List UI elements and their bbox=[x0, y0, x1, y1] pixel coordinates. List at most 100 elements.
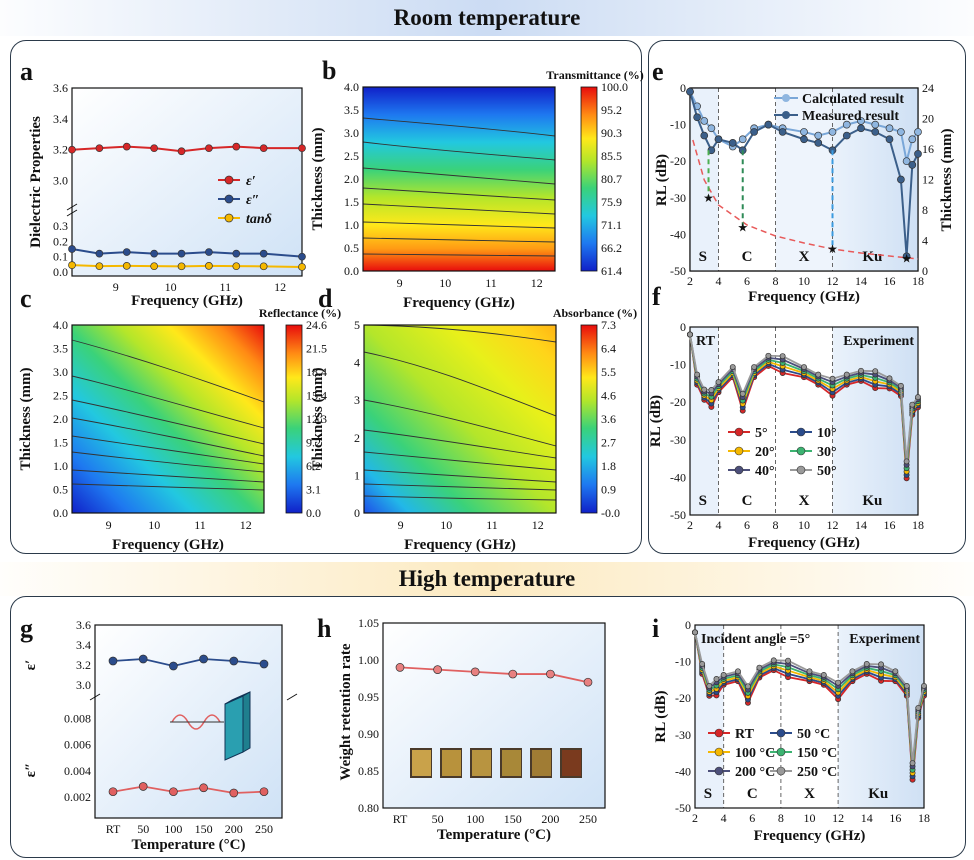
chart-e-calculated-point-10 bbox=[800, 128, 808, 136]
chart-a-series-1-point-6 bbox=[232, 249, 241, 258]
chart-e-star-3: ★ bbox=[901, 251, 912, 265]
chart-c-xtick-1: 10 bbox=[148, 518, 160, 532]
chart-g-xtick-3: 150 bbox=[195, 822, 213, 836]
chart-f-band-label-X: X bbox=[799, 493, 810, 509]
chart-g-upper-point-3 bbox=[199, 654, 208, 664]
chart-e-measured-point-7 bbox=[750, 128, 758, 136]
chart-f-xtick-1: 4 bbox=[716, 518, 722, 532]
chart-c-xtick-2: 11 bbox=[194, 518, 206, 532]
chart-i-series-5-point-12 bbox=[835, 679, 842, 686]
chart-g-xlabel: Temperature (°C) bbox=[132, 837, 246, 853]
chart-g-ylabel-lower: ε″ bbox=[23, 763, 39, 778]
chart-i-xtick-1: 4 bbox=[721, 811, 727, 825]
chart-d-colorbar-tick-0: 7.3 bbox=[601, 318, 616, 332]
chart-h-xtick-4: 200 bbox=[541, 812, 559, 826]
chart-e-measured-point-15 bbox=[871, 128, 880, 136]
chart-g-upper-point-0 bbox=[108, 656, 118, 666]
chart-c-contour-4 bbox=[71, 435, 265, 465]
panel-label-e: e bbox=[652, 57, 664, 86]
chart-a-series-2-point-1 bbox=[95, 262, 104, 271]
chart-b-colorbar-tick-6: 71.1 bbox=[601, 218, 622, 232]
chart-f-plot-area bbox=[689, 326, 919, 516]
chart-i-legend-label-1: 50 °C bbox=[797, 727, 830, 742]
chart-i-series-5-point-4 bbox=[720, 672, 727, 678]
chart-c-ytick-7: 3.5 bbox=[53, 342, 68, 356]
chart-a-series-1-point-1 bbox=[95, 249, 104, 258]
chart-h-ytick-5: 1.05 bbox=[358, 616, 379, 630]
chart-b-plot-area bbox=[362, 86, 556, 272]
chart-h-ytick-2: 0.90 bbox=[358, 727, 379, 741]
chart-a-series-2-point-6 bbox=[232, 262, 241, 271]
chart-e-ytick-5: -50 bbox=[670, 264, 686, 278]
chart-e-legend-marker-0 bbox=[782, 94, 790, 102]
chart-i-ytick-3: -30 bbox=[675, 728, 691, 742]
chart-i-ytick-4: -40 bbox=[675, 764, 691, 778]
chart-d-contour-5 bbox=[363, 469, 557, 483]
chart-e-star-1: ★ bbox=[737, 220, 748, 234]
chart-i-xtick-5: 12 bbox=[832, 811, 844, 825]
chart-e-band-label-X: X bbox=[799, 249, 810, 265]
chart-e-xtick-4: 10 bbox=[798, 274, 810, 288]
chart-d-contour-3 bbox=[363, 429, 557, 459]
chart-d-contour-2 bbox=[363, 399, 557, 447]
chart-g-ytick-lower-2: 0.006 bbox=[64, 738, 91, 752]
chart-a-legend-marker-2 bbox=[224, 213, 234, 223]
chart-b-colorbar-tick-5: 75.9 bbox=[601, 195, 622, 209]
chart-i-series-5-point-5 bbox=[734, 668, 741, 675]
chart-f-series-5-point-9 bbox=[779, 353, 786, 360]
chart-i-xtick-2: 6 bbox=[749, 811, 755, 825]
chart-f-series-5-point-14 bbox=[858, 367, 864, 374]
chart-a-xlabel: Frequency (GHz) bbox=[131, 293, 243, 309]
chart-a-legend-label-1: ε″ bbox=[246, 193, 259, 208]
chart-b-ytick-7: 3.5 bbox=[344, 103, 359, 117]
chart-i-series-5-point-2 bbox=[706, 682, 713, 689]
chart-h-point-1 bbox=[433, 665, 442, 674]
chart-c-xlabel: Frequency (GHz) bbox=[112, 537, 224, 553]
chart-b-ylabel: Thickness (mm) bbox=[310, 128, 326, 231]
chart-a-ytick-upper-3: 3.6 bbox=[53, 81, 68, 95]
chart-b-ytick-3: 1.5 bbox=[344, 195, 359, 209]
panel-label-h: h bbox=[317, 614, 332, 643]
chart-d-colorbar-tick-8: -0.0 bbox=[601, 506, 620, 520]
chart-a-series-0-point-4 bbox=[177, 147, 186, 156]
chart-h-point-0 bbox=[395, 663, 405, 672]
chart-e-ytick-0: 0 bbox=[680, 81, 686, 95]
chart-f-ylabel: RL (dB) bbox=[648, 395, 664, 447]
chart-h-plot-area bbox=[382, 622, 606, 809]
chart-a-series-1-point-2 bbox=[122, 248, 131, 256]
chart-g-ytick-upper-1: 3.2 bbox=[76, 658, 91, 672]
chart-g-ylabel-upper: ε′ bbox=[23, 660, 39, 671]
chart-a-legend-marker-1 bbox=[224, 194, 234, 204]
chart-i-series-5-point-20 bbox=[921, 682, 927, 689]
chart-c-contour-3 bbox=[71, 417, 265, 457]
chart-d-ytick-4: 4 bbox=[354, 356, 360, 370]
chart-g-upper-point-4 bbox=[229, 656, 239, 666]
chart-d-plot-area bbox=[363, 324, 557, 514]
chart-h-sample-4 bbox=[532, 750, 551, 776]
chart-e-measured-point-16 bbox=[885, 135, 894, 144]
chart-a-legend-label-0: ε′ bbox=[246, 174, 256, 189]
panel-label-g: g bbox=[20, 614, 33, 643]
chart-b-colorbar-tick-4: 80.7 bbox=[601, 172, 622, 186]
chart-g-ytick-lower-0: 0.002 bbox=[64, 790, 91, 804]
chart-f-series-5-point-18 bbox=[903, 458, 910, 465]
chart-a-legend-marker-0 bbox=[224, 175, 234, 185]
chart-a-series-2-point-2 bbox=[122, 262, 131, 270]
chart-e-measured-point-17 bbox=[897, 175, 905, 184]
room-left-frame bbox=[10, 40, 642, 554]
chart-b-contour-1 bbox=[362, 141, 556, 161]
chart-g-ytick-upper-3: 3.6 bbox=[76, 618, 91, 632]
chart-i-series-5-point-17 bbox=[903, 682, 910, 689]
chart-b-contour-4 bbox=[362, 203, 556, 215]
chart-b-colorbar-title: Transmittance (%) bbox=[546, 68, 643, 82]
chart-i-legend-marker-4 bbox=[714, 766, 724, 776]
chart-i-ylabel: RL (dB) bbox=[653, 690, 669, 742]
chart-e-star-2: ★ bbox=[827, 242, 838, 256]
chart-e-ytick-right-1: 4 bbox=[922, 234, 928, 248]
chart-i-band-label-Ku: Ku bbox=[868, 786, 888, 802]
chart-g-axis-break-right bbox=[286, 693, 298, 701]
chart-g-wave-icon bbox=[171, 714, 221, 730]
chart-f-corner-right: Experiment bbox=[843, 334, 914, 349]
chart-g-slab-front bbox=[224, 695, 244, 761]
chart-f-ytick-5: -50 bbox=[670, 508, 686, 522]
